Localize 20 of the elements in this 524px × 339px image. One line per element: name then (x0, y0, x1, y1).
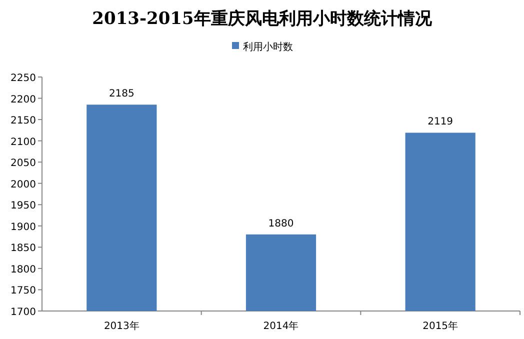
y-tick-label: 1850 (10, 243, 36, 254)
y-tick-label: 1750 (10, 286, 36, 297)
y-tick-label: 1800 (10, 264, 36, 276)
chart-title: 2013-2015年重庆风电利用小时数统计情况 (92, 9, 433, 29)
y-tick-label: 1900 (10, 222, 36, 233)
y-tick-label: 1950 (10, 200, 36, 212)
x-tick-label: 2015年 (422, 320, 458, 332)
y-tick-label: 2150 (10, 116, 36, 127)
legend-label: 利用小时数 (243, 41, 293, 53)
y-tick-label: 1700 (10, 307, 36, 318)
data-label: 1880 (268, 218, 294, 230)
data-label: 2185 (108, 88, 134, 100)
y-tick-label: 2000 (10, 179, 36, 190)
x-tick-label: 2014年 (263, 320, 299, 332)
x-tick-label: 2013年 (104, 320, 140, 332)
y-tick-label: 2100 (10, 136, 36, 148)
y-tick-label: 2050 (10, 158, 36, 170)
y-tick-label: 2250 (10, 73, 36, 84)
data-label: 2119 (428, 116, 454, 128)
y-tick-label: 2200 (10, 94, 36, 106)
